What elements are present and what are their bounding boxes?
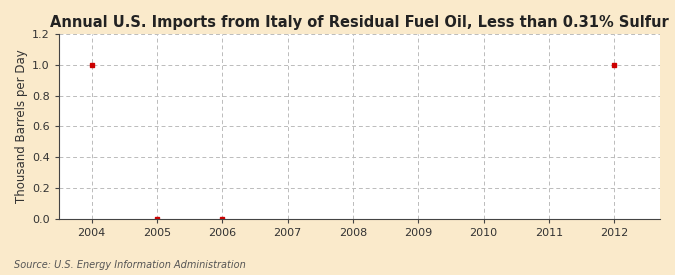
Title: Annual U.S. Imports from Italy of Residual Fuel Oil, Less than 0.31% Sulfur: Annual U.S. Imports from Italy of Residu… — [50, 15, 669, 30]
Y-axis label: Thousand Barrels per Day: Thousand Barrels per Day — [15, 50, 28, 203]
Text: Source: U.S. Energy Information Administration: Source: U.S. Energy Information Administ… — [14, 260, 245, 270]
